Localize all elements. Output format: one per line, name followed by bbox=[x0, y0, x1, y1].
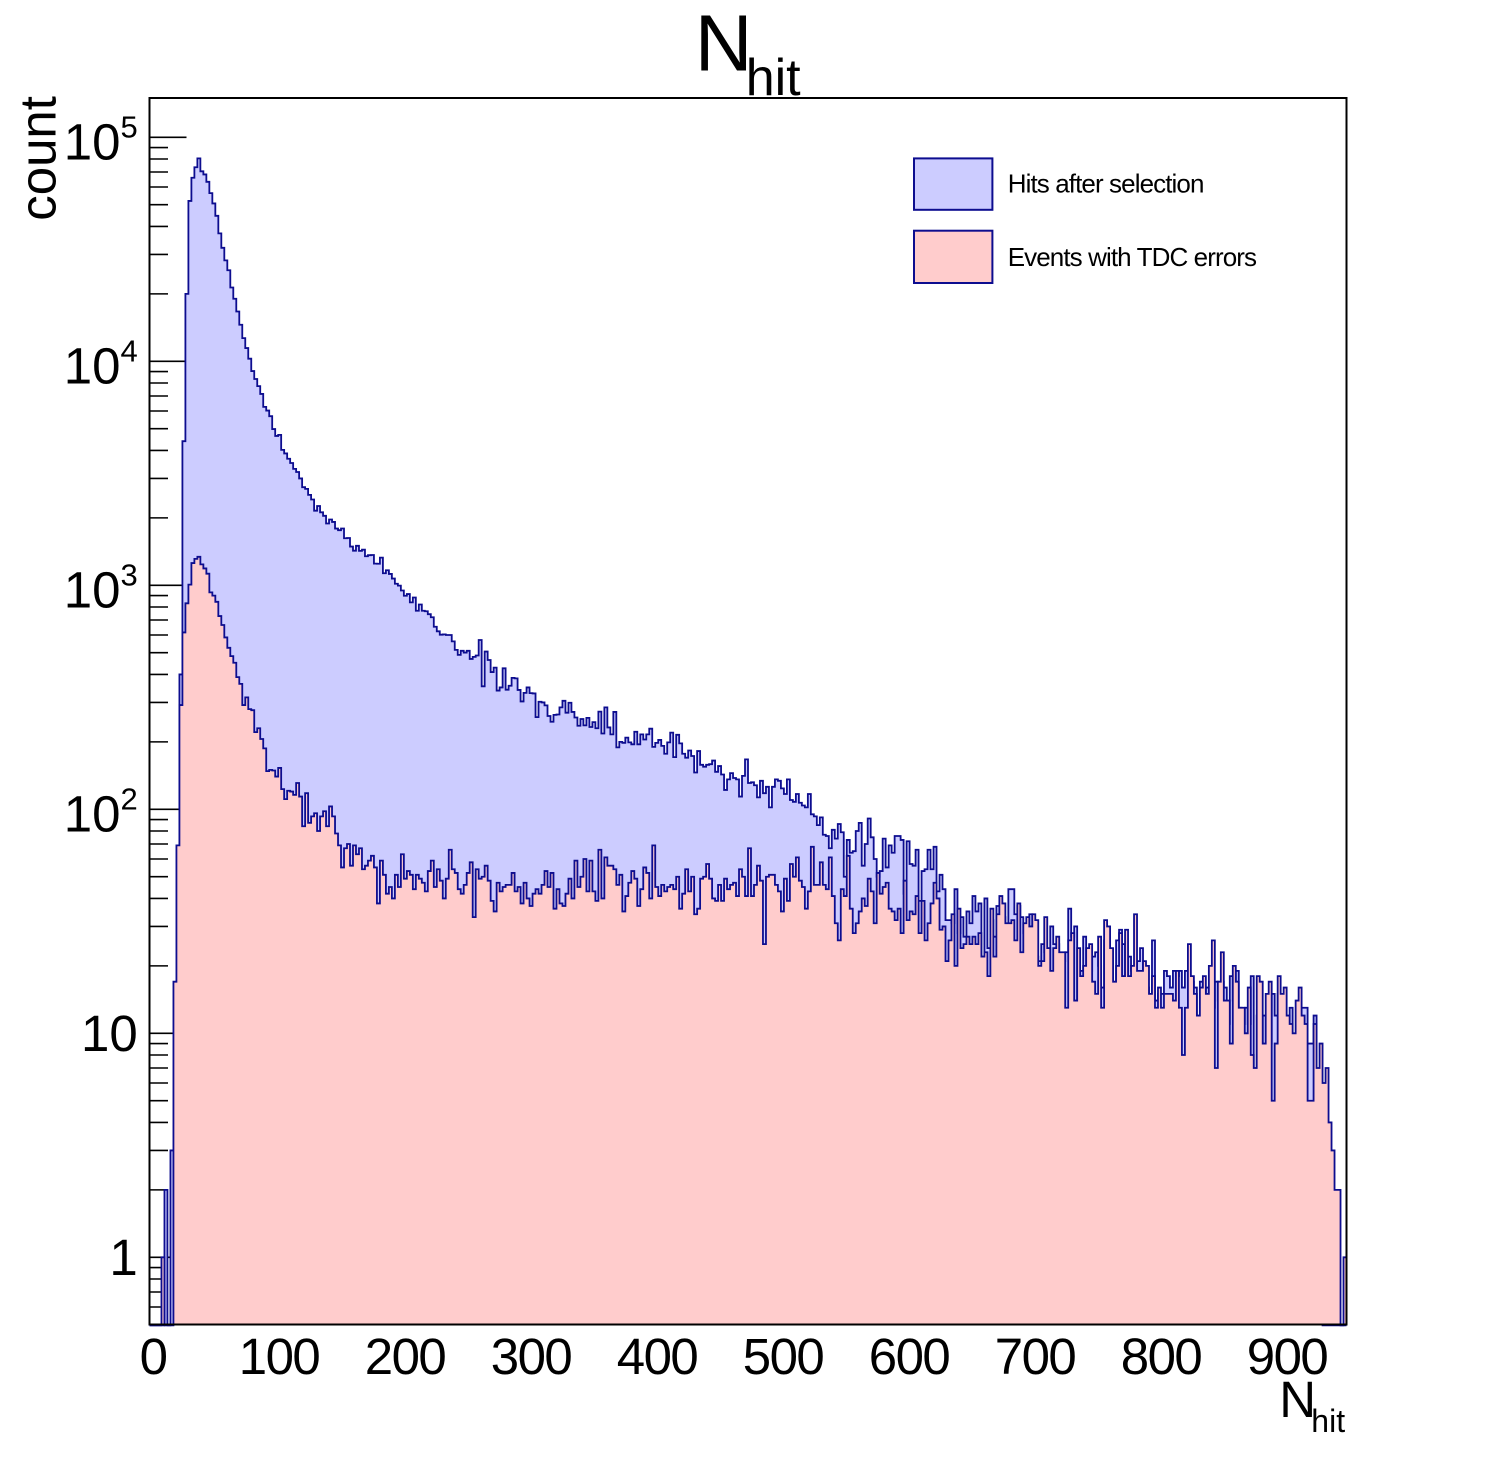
svg-text:200: 200 bbox=[365, 1328, 446, 1385]
svg-text:500: 500 bbox=[743, 1328, 824, 1385]
svg-text:900: 900 bbox=[1247, 1328, 1328, 1385]
svg-text:1: 1 bbox=[109, 1229, 137, 1286]
svg-text:700: 700 bbox=[995, 1328, 1076, 1385]
svg-text:800: 800 bbox=[1121, 1328, 1202, 1385]
svg-text:0: 0 bbox=[140, 1328, 167, 1385]
svg-text:300: 300 bbox=[491, 1328, 572, 1385]
svg-text:count: count bbox=[10, 96, 67, 221]
svg-text:Hits after selection: Hits after selection bbox=[1008, 169, 1204, 199]
svg-text:10: 10 bbox=[81, 1005, 138, 1062]
svg-text:600: 600 bbox=[869, 1328, 950, 1385]
svg-text:100: 100 bbox=[239, 1328, 320, 1385]
svg-text:102: 102 bbox=[64, 781, 138, 842]
svg-text:Events with TDC errors: Events with TDC errors bbox=[1008, 242, 1257, 272]
svg-text:400: 400 bbox=[617, 1328, 698, 1385]
